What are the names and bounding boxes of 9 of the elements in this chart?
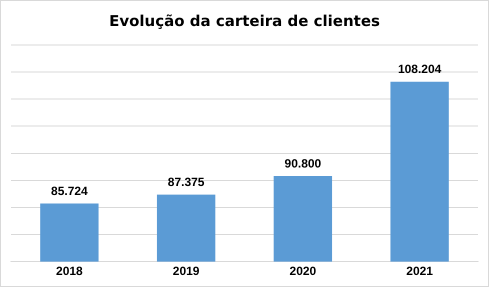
data-label: 108.204 xyxy=(398,62,442,76)
data-label: 85.724 xyxy=(51,184,88,198)
chart-title: Evolução da carteira de clientes xyxy=(109,12,380,30)
x-tick-label: 2020 xyxy=(290,264,317,278)
x-tick-label: 2019 xyxy=(172,264,200,278)
data-label: 87.375 xyxy=(168,174,205,189)
x-tick-label: 2021 xyxy=(406,264,434,278)
data-label: 90.800 xyxy=(284,156,322,170)
x-tick-label: 2018 xyxy=(56,264,84,278)
